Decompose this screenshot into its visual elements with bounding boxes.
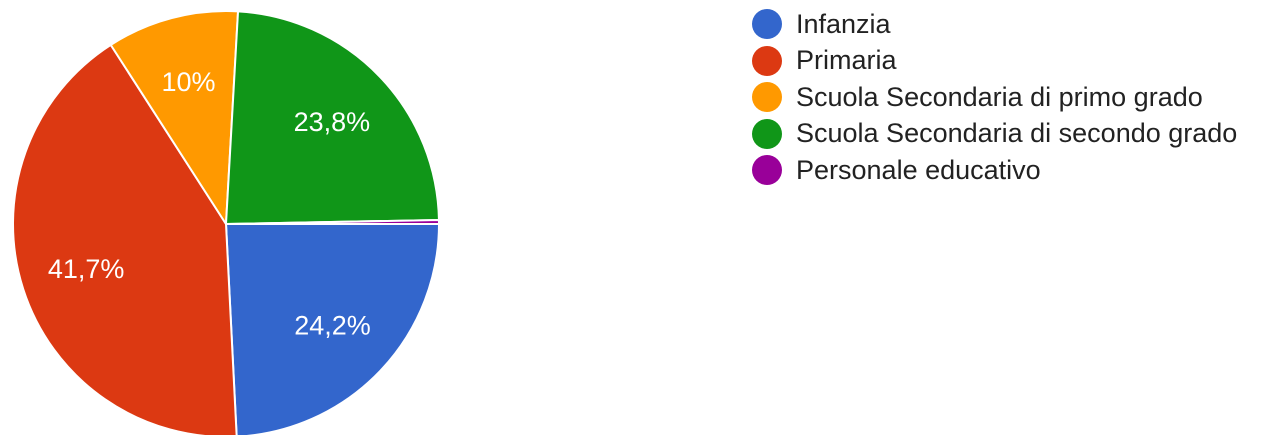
pie-slice-label-3: 10% (161, 67, 215, 97)
pie-slice-label-2: 41,7% (48, 254, 125, 284)
legend-label: Personale educativo (796, 154, 1041, 185)
legend-swatch-icon (752, 9, 782, 40)
pie-slice-2[interactable] (12, 43, 238, 435)
legend-swatch-icon (752, 82, 782, 113)
legend-item[interactable]: Infanzia (752, 6, 1237, 43)
legend-swatch-icon (752, 118, 782, 149)
legend-item[interactable]: Scuola Secondaria di primo grado (752, 79, 1237, 116)
pie-slice-label-1: 24,2% (294, 310, 371, 340)
pie-slice-5[interactable] (225, 218, 440, 225)
pie-slice-1[interactable] (225, 223, 440, 435)
legend-item[interactable]: Scuola Secondaria di secondo grado (752, 116, 1237, 153)
legend-swatch-icon (752, 45, 782, 76)
pie-slice-labels: 24,2% 41,7% 10% 23,8% (48, 67, 371, 340)
legend-item[interactable]: Personale educativo (752, 152, 1237, 189)
legend-label: Infanzia (796, 8, 891, 39)
pie-slice-4[interactable] (225, 10, 440, 225)
legend-item[interactable]: Primaria (752, 43, 1237, 80)
pie-chart: 24,2% 41,7% 10% 23,8% (12, 10, 440, 435)
pie-slice-3[interactable] (109, 10, 240, 225)
legend-label: Scuola Secondaria di secondo grado (796, 118, 1238, 149)
legend-swatch-icon (752, 155, 782, 186)
pie-slices (12, 10, 440, 435)
legend-label: Primaria (796, 45, 897, 76)
legend-label: Scuola Secondaria di primo grado (796, 81, 1203, 112)
pie-slice-label-4: 23,8% (294, 107, 371, 137)
chart-legend: Infanzia Primaria Scuola Secondaria di pri… (752, 6, 1237, 189)
